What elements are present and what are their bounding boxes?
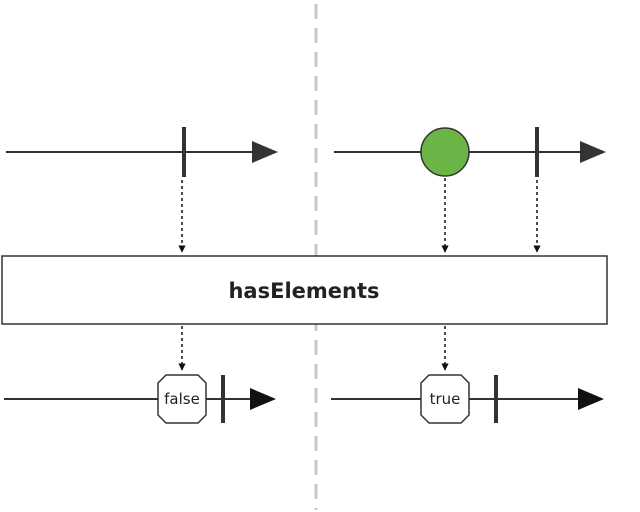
false-result-label: false (164, 390, 200, 408)
true-result-marble (420, 374, 470, 424)
right-input-timeline (334, 127, 606, 177)
left-output-arrowhead (250, 388, 276, 410)
operator-box (1, 255, 608, 325)
left-input-timeline (6, 127, 278, 177)
green-item-marble (420, 127, 470, 177)
left-input-arrowhead (252, 141, 278, 163)
left-output-timeline: false (4, 374, 276, 424)
false-result-marble (157, 374, 207, 424)
true-result-label: true (430, 390, 461, 408)
operator-label: hasElements (228, 279, 379, 303)
right-input-arrowhead (580, 141, 606, 163)
right-output-arrowhead (578, 388, 604, 410)
right-output-timeline: true (331, 374, 604, 424)
